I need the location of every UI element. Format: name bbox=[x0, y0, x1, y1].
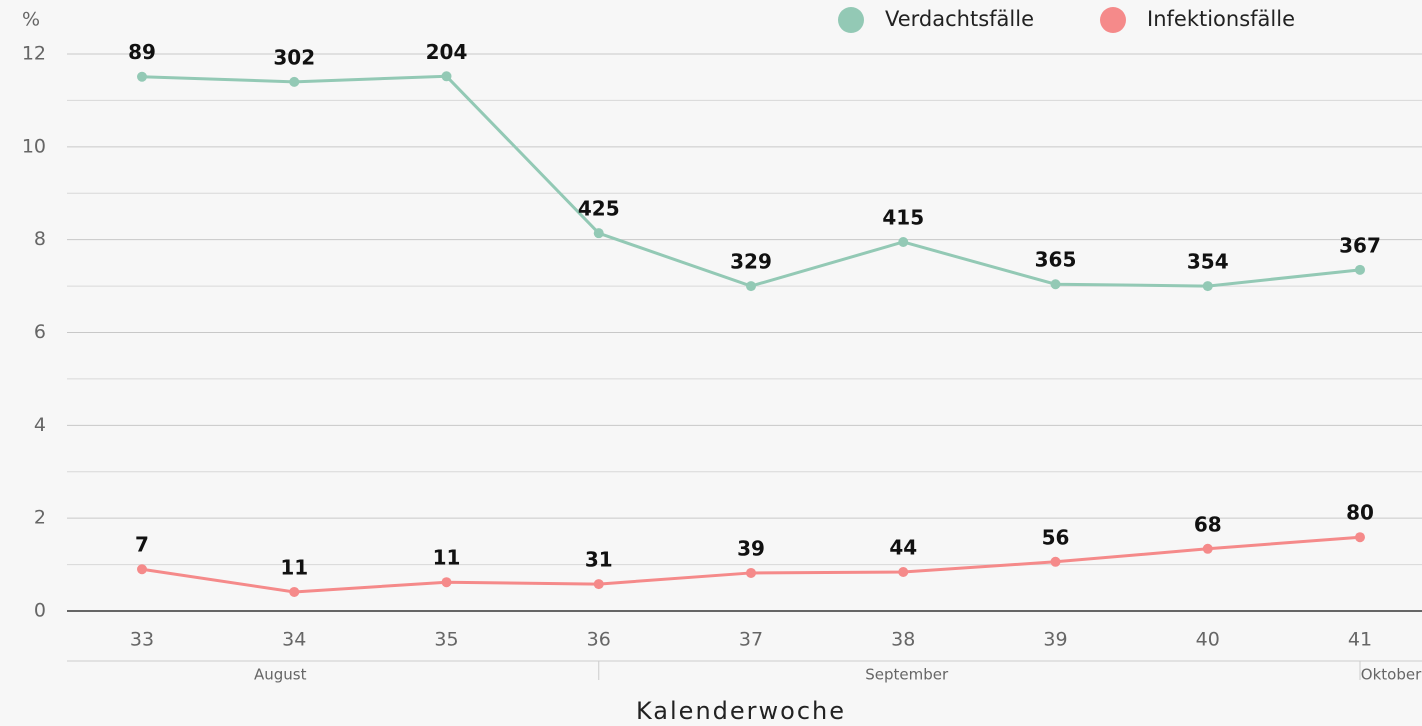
data-point bbox=[1355, 264, 1365, 275]
data-point bbox=[1050, 279, 1061, 290]
data-point bbox=[746, 281, 756, 292]
x-tick-label: 39 bbox=[1043, 629, 1067, 651]
y-tick-label: 2 bbox=[34, 507, 46, 529]
data-point bbox=[1202, 543, 1213, 554]
legend-swatch bbox=[1100, 7, 1126, 33]
count-label: 354 bbox=[1187, 250, 1229, 274]
count-label: 11 bbox=[433, 546, 461, 570]
count-label: 7 bbox=[135, 533, 149, 557]
count-label: 329 bbox=[730, 250, 772, 274]
y-tick-label: 0 bbox=[34, 600, 46, 622]
x-tick-label: 34 bbox=[282, 629, 306, 651]
count-label: 415 bbox=[882, 205, 924, 229]
y-tick-label: 10 bbox=[22, 135, 46, 157]
count-label: 39 bbox=[737, 536, 765, 560]
y-tick-label: 6 bbox=[34, 321, 46, 343]
x-tick-label: 37 bbox=[739, 629, 763, 651]
x-tick-label: 36 bbox=[587, 629, 611, 651]
x-tick-label: 35 bbox=[434, 629, 458, 651]
count-label: 204 bbox=[426, 40, 468, 64]
data-point bbox=[898, 236, 909, 247]
data-point bbox=[441, 71, 452, 82]
count-label: 44 bbox=[889, 536, 917, 560]
month-label: August bbox=[254, 666, 307, 684]
month-label: Oktober bbox=[1361, 666, 1422, 684]
y-tick-label: 12 bbox=[22, 43, 46, 65]
data-point bbox=[289, 76, 300, 87]
data-point bbox=[593, 579, 604, 590]
count-label: 365 bbox=[1035, 248, 1077, 272]
count-label: 68 bbox=[1194, 512, 1222, 536]
y-tick-label: 8 bbox=[34, 228, 46, 250]
x-tick-label: 38 bbox=[891, 629, 915, 651]
count-label: 56 bbox=[1042, 525, 1070, 549]
month-label: September bbox=[865, 666, 949, 684]
data-point bbox=[593, 228, 604, 239]
data-point bbox=[137, 564, 147, 575]
x-tick-label: 40 bbox=[1196, 629, 1220, 651]
x-tick-label: 41 bbox=[1348, 629, 1372, 651]
count-label: 89 bbox=[128, 40, 156, 64]
data-point bbox=[1202, 281, 1213, 292]
data-point bbox=[441, 577, 452, 588]
x-tick-label: 33 bbox=[130, 629, 154, 651]
count-label: 367 bbox=[1339, 233, 1381, 257]
data-point bbox=[1050, 556, 1061, 567]
count-label: 80 bbox=[1346, 501, 1374, 525]
legend-swatch bbox=[838, 7, 864, 33]
count-label: 302 bbox=[273, 45, 315, 69]
data-point bbox=[746, 567, 756, 578]
data-point bbox=[898, 567, 909, 578]
legend-label: Verdachtsfälle bbox=[885, 7, 1034, 31]
data-point bbox=[137, 71, 147, 82]
data-point bbox=[1355, 532, 1365, 543]
y-unit: % bbox=[22, 9, 40, 31]
legend-label: Infektionsfälle bbox=[1147, 7, 1295, 31]
x-axis-label: Kalenderwoche bbox=[636, 697, 846, 725]
count-label: 31 bbox=[585, 548, 613, 572]
count-label: 425 bbox=[578, 197, 620, 221]
count-label: 11 bbox=[280, 555, 308, 579]
y-tick-label: 4 bbox=[34, 414, 46, 436]
data-point bbox=[289, 586, 300, 597]
